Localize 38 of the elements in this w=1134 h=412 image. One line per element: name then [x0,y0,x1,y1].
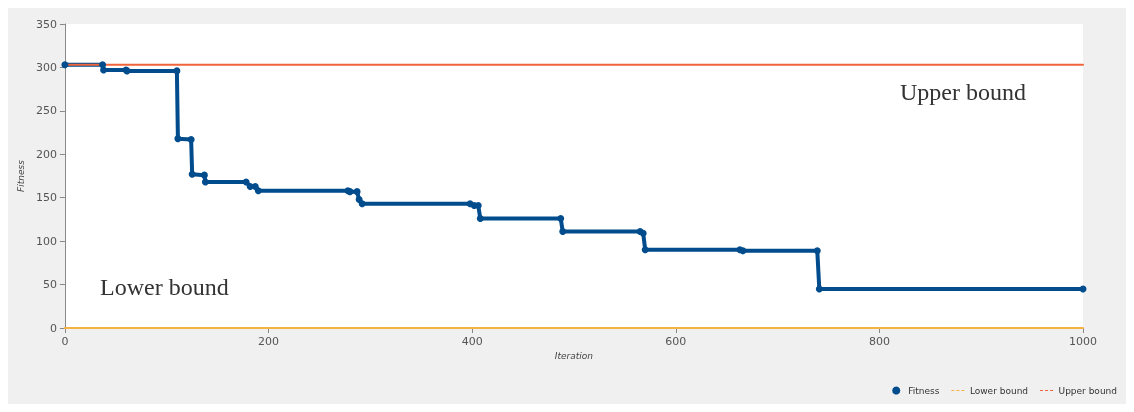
x-tick-label: 800 [868,335,890,348]
point [641,246,649,254]
point [476,215,484,223]
point [173,67,181,75]
point [813,247,821,255]
x-tick-label: 0 [61,335,69,348]
y-axis-title: Fitness [15,159,26,192]
y-tick-label: 250 [35,104,57,118]
y-tick-label: 100 [35,234,57,248]
point [815,285,823,293]
y-tick-label: 0 [49,321,57,335]
point [200,171,208,179]
point [254,187,262,195]
point [61,61,69,69]
point [100,66,108,74]
y-tick-label: 350 [35,17,57,31]
y-tick-label: 300 [35,60,57,74]
annotation: Upper bound [900,79,1027,105]
legend-label: Fitness [908,385,940,396]
y-tick-label: 200 [35,147,57,161]
x-tick-label: 400 [461,335,483,348]
point [353,188,361,196]
y-tick-label: 50 [42,278,57,292]
x-axis-title: Iteration [554,351,594,362]
y-tick-label: 150 [35,191,57,205]
legend-label: Upper bound [1058,385,1117,396]
point [174,135,182,143]
legend-label: Lower bound [969,385,1029,396]
x-tick-label: 1000 [1069,335,1097,348]
point [559,228,567,236]
annotation: Lower bound [100,274,229,300]
point [557,215,565,223]
point [187,136,195,144]
point [188,170,196,178]
point [201,178,209,186]
x-tick-label: 600 [665,335,687,348]
point [358,200,366,208]
x-tick-label: 200 [258,335,280,348]
